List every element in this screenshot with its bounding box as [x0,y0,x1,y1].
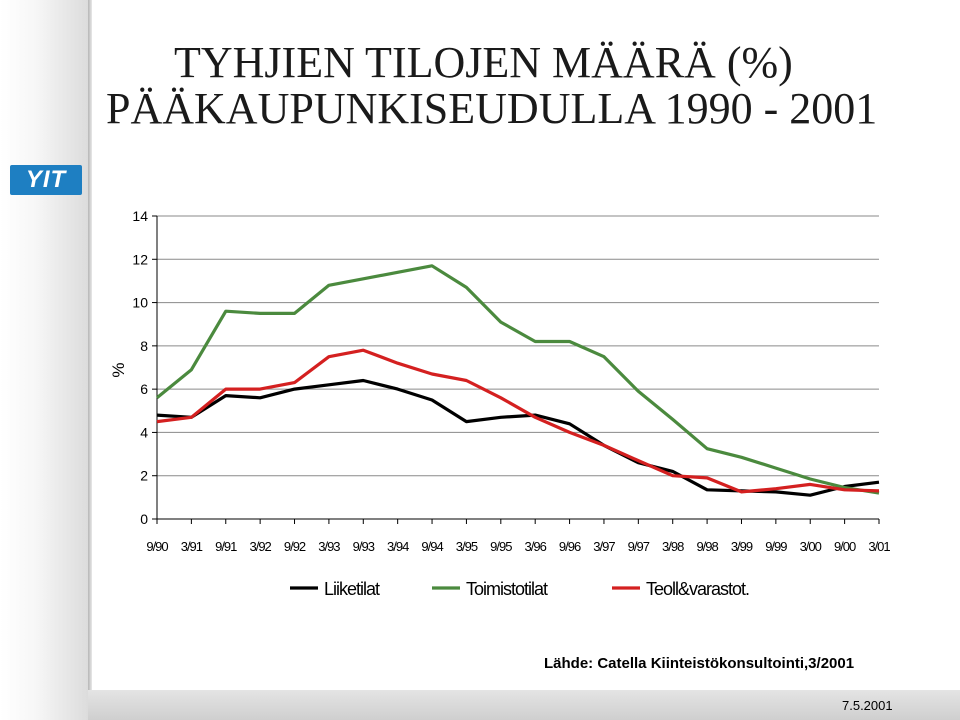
yit-logo: YIT [10,165,82,195]
left-gradient-panel [0,0,88,720]
x-tick-label: 9/91 [215,539,237,554]
y-tick-label: 10 [132,295,148,311]
y-tick-label: 4 [140,424,148,440]
title-line-1: TYHJIEN TILOJEN MÄÄRÄ (%) [174,38,793,87]
x-tick-label: 9/90 [146,539,168,554]
source-note: Lähde: Catella Kiinteistökonsultointi,3/… [544,655,855,672]
y-tick-label: 2 [140,468,148,484]
bottom-band [88,690,960,720]
x-tick-label: 9/98 [696,539,718,554]
y-tick-label: 0 [140,511,148,527]
x-tick-label: 3/98 [662,539,684,554]
y-tick-label: 14 [132,208,148,224]
y-tick-label: 12 [132,251,148,267]
x-tick-label: 3/99 [731,539,753,554]
x-tick-label: 3/01 [868,539,890,554]
series-line-2 [156,348,880,494]
x-tick-label: 3/95 [456,539,478,554]
x-tick-label: 3/92 [249,539,271,554]
x-tick-label: 9/95 [490,539,512,554]
x-tick-label: 9/93 [353,539,375,554]
x-tick-label: 9/96 [559,539,581,554]
x-tick-label: 9/99 [765,539,787,554]
x-tick-label: 3/94 [387,539,409,554]
x-tick-label: 3/96 [525,539,547,554]
y-tick-label: 6 [140,381,148,397]
series-line-0 [156,378,880,497]
y-tick-label: 8 [140,338,148,354]
date-stamp: 7.5.2001 [842,698,893,713]
series-line-1 [155,264,880,495]
x-tick-label: 9/97 [628,539,650,554]
x-tick-label: 3/91 [181,539,203,554]
legend-label: Toimistotilat [466,579,548,599]
left-edge-divider [88,0,92,690]
x-tick-label: 3/93 [318,539,340,554]
x-tick-label: 9/94 [421,539,443,554]
x-tick-label: 9/92 [284,539,306,554]
title-line-2: PÄÄKAUPUNKISEUDULLA 1990 - 2001 [106,84,878,133]
y-axis-label: % [109,362,128,377]
x-tick-label: 3/97 [593,539,615,554]
legend-label: Teoll&varastot. [646,579,749,599]
legend-label: Liiketilat [324,579,380,599]
x-tick-label: 9/00 [834,539,856,554]
x-tick-label: 3/00 [800,539,822,554]
page-title: TYHJIEN TILOJEN MÄÄRÄ (%) PÄÄKAUPUNKISEU… [100,40,960,132]
